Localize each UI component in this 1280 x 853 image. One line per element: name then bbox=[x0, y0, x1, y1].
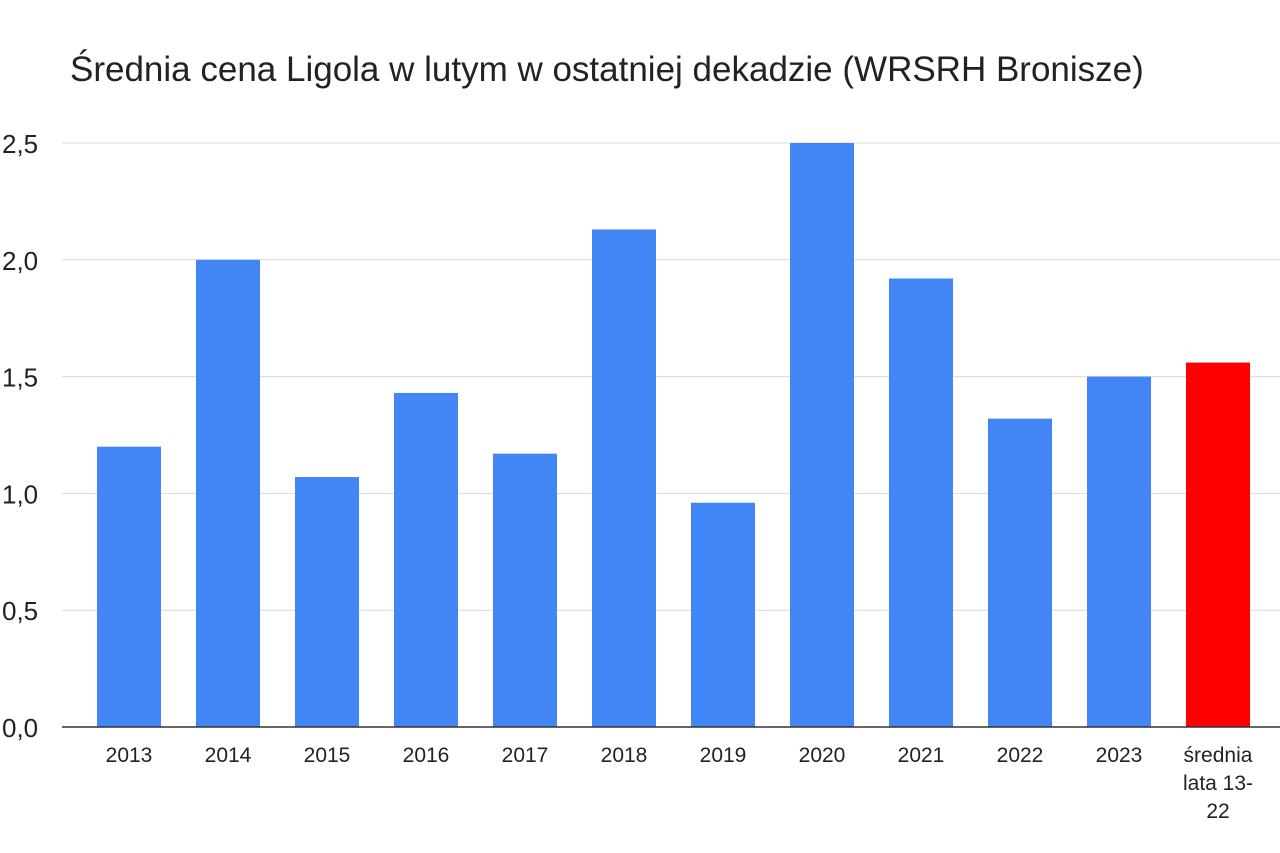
y-tick-label: 0,0 bbox=[2, 713, 38, 743]
x-tick-label: 2016 bbox=[403, 744, 450, 767]
x-tick-label: 2020 bbox=[799, 744, 846, 767]
y-tick-label: 1,5 bbox=[2, 363, 38, 393]
y-tick-label: 0,5 bbox=[2, 596, 38, 626]
bar bbox=[196, 259, 260, 727]
x-tick-label: 2022 bbox=[997, 744, 1044, 767]
x-tick-label: 2014 bbox=[205, 744, 252, 767]
bar bbox=[295, 477, 359, 727]
y-tick-label: 2,0 bbox=[2, 246, 38, 276]
bar bbox=[790, 143, 854, 727]
y-tick-label: 1,0 bbox=[2, 479, 38, 509]
bar bbox=[889, 278, 953, 727]
bar bbox=[1087, 376, 1151, 727]
x-tick-label: 2021 bbox=[898, 744, 945, 767]
bar-average bbox=[1186, 362, 1250, 727]
bar bbox=[988, 418, 1052, 727]
x-tick-label: średnia lata 13-22 bbox=[1183, 744, 1253, 823]
bar bbox=[493, 453, 557, 727]
x-tick-label: 2018 bbox=[601, 744, 648, 767]
chart-title: Średnia cena Ligola w lutym w ostatniej … bbox=[70, 50, 1144, 89]
x-tick-label: 2015 bbox=[304, 744, 351, 767]
x-tick-label: 2023 bbox=[1096, 744, 1143, 767]
bar bbox=[691, 502, 755, 727]
x-tick-label: 2013 bbox=[106, 744, 153, 767]
y-tick-label: 2,5 bbox=[2, 129, 38, 159]
bar bbox=[97, 446, 161, 727]
x-tick-label: 2019 bbox=[700, 744, 747, 767]
bar bbox=[394, 392, 458, 727]
bar bbox=[592, 229, 656, 727]
x-tick-label: 2017 bbox=[502, 744, 549, 767]
